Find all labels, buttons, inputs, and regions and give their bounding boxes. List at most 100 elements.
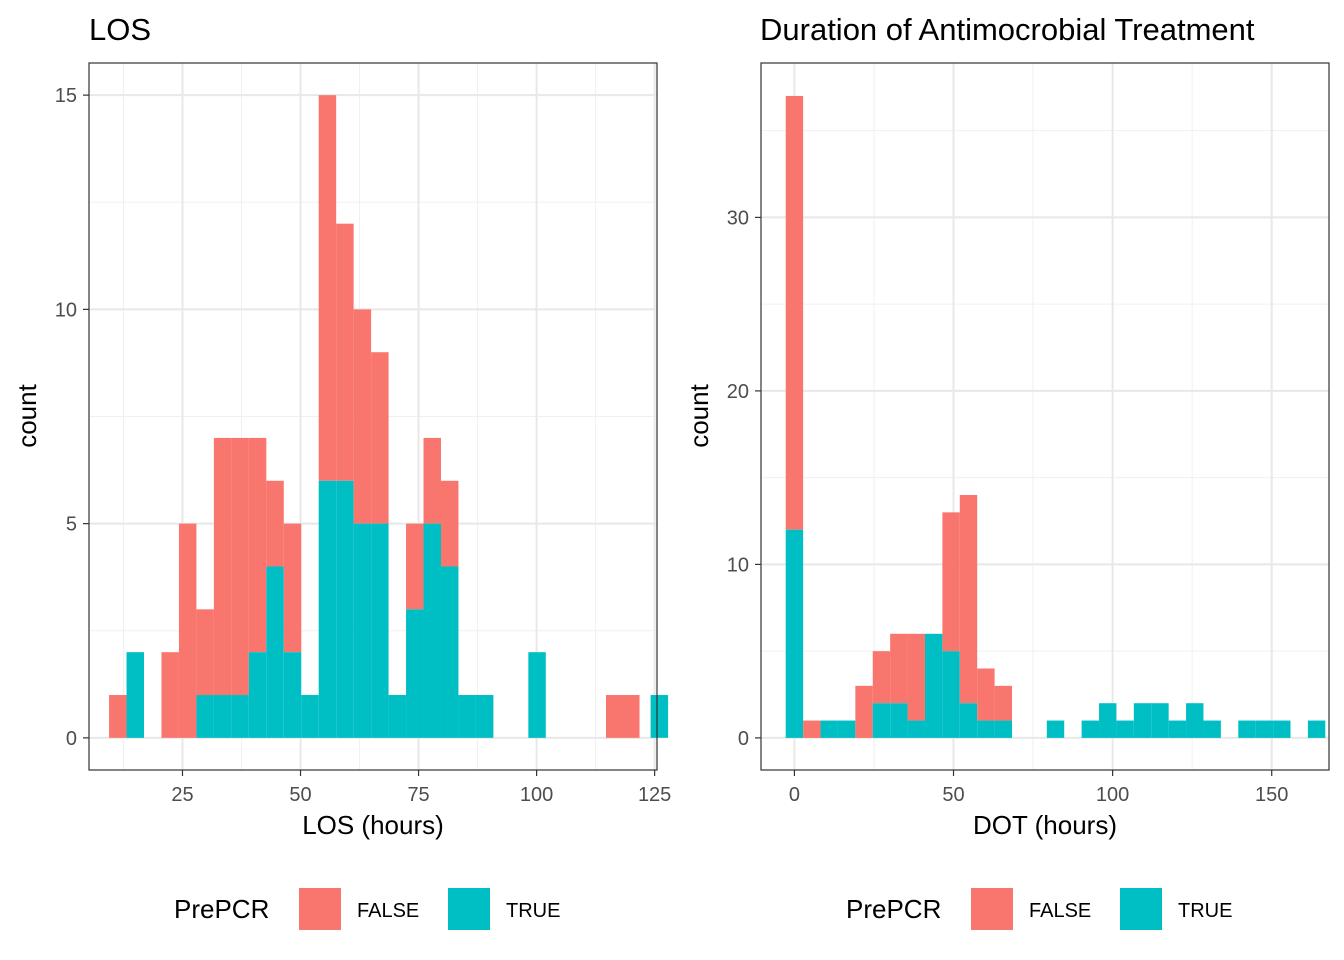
dot-bar-false [977, 668, 995, 721]
dot-bar-true [872, 703, 891, 738]
los-legend: PrePCR FALSE TRUE [174, 888, 560, 930]
los-plot-border [88, 62, 658, 771]
los-y-axis-title: count [12, 383, 42, 447]
dot-bar-true [942, 651, 960, 738]
los-bar-true [650, 695, 669, 738]
los-y-tick-label: 0 [66, 728, 77, 750]
los-bar-false [196, 609, 214, 696]
los-y-tick-label: 15 [55, 85, 77, 107]
dot-y-tick-label: 10 [727, 554, 749, 576]
dot-bar-true [1255, 720, 1274, 738]
dot-y-axis-title: count [684, 383, 714, 447]
dot-bar-true [1081, 720, 1100, 738]
los-bar-true [318, 480, 337, 738]
dot-x-tick-label: 50 [942, 784, 964, 806]
los-legend-key-false [299, 888, 341, 930]
los-bar-false [178, 523, 197, 738]
dot-bar-true [907, 720, 925, 738]
los-bar-true [336, 480, 354, 738]
los-bar-true [458, 695, 476, 738]
los-bar-true [475, 695, 494, 738]
dot-x-tick-label: 0 [789, 784, 800, 806]
los-bar-false [406, 523, 424, 610]
los-x-tick-label: 25 [171, 784, 193, 806]
los-bar-false [161, 652, 179, 738]
los-bar-false [318, 95, 337, 481]
los-legend-label-false: FALSE [357, 900, 419, 922]
los-bar-true [266, 566, 284, 738]
los-legend-title: PrePCR [174, 894, 269, 924]
dot-bar-true [977, 720, 995, 738]
dot-bar-true [1168, 720, 1187, 738]
los-bar-false [371, 352, 389, 524]
los-bar-true [213, 695, 232, 738]
los-y-tick-label: 5 [66, 514, 77, 536]
dot-bar-false [959, 495, 978, 704]
dot-legend: PrePCR FALSE TRUE [846, 888, 1232, 930]
los-legend-key-true [448, 888, 490, 930]
dot-x-axis-title: DOT (hours) [973, 810, 1117, 840]
dot-bar-false [994, 685, 1013, 721]
dot-bar-true [1273, 720, 1291, 738]
dot-bar-true [837, 720, 856, 738]
dot-bar-true [959, 703, 978, 738]
los-bar-false [423, 437, 441, 524]
los-bar-false [248, 437, 267, 653]
los-y-tick-label: 10 [55, 299, 77, 321]
los-title: LOS [89, 12, 151, 47]
los-bar-false [336, 223, 354, 481]
dot-legend-label-true: TRUE [1178, 900, 1232, 922]
dot-legend-label-false: FALSE [1029, 900, 1091, 922]
dot-y-tick-label: 30 [727, 207, 749, 229]
dot-x-tick-label: 100 [1096, 784, 1129, 806]
dot-grid [761, 63, 1329, 770]
dot-bar-true [1151, 703, 1169, 738]
dot-bar-true [1203, 720, 1221, 738]
dot-bar-true [994, 720, 1013, 738]
dot-bar-true [890, 703, 908, 738]
los-bar-false [213, 437, 232, 696]
los-bar-true [196, 695, 214, 738]
los-bars [109, 95, 669, 738]
los-legend-label-true: TRUE [506, 900, 560, 922]
dot-title: Duration of Antimocrobial Treatment [760, 12, 1255, 47]
los-bar-false [109, 695, 127, 738]
dot-bar-true [1116, 720, 1134, 738]
los-bar-false [266, 480, 284, 567]
los-x-tick-label: 75 [407, 784, 429, 806]
los-bar-true [248, 652, 267, 738]
dot-legend-key-false [971, 888, 1013, 930]
dot-x-tick-label: 150 [1255, 784, 1288, 806]
los-panel: LOS 25 50 75 100 125 0 5 10 15 LOS (hours) count [12, 12, 671, 840]
dot-panel: Duration of Antimocrobial Treatment 0 50 1… [684, 12, 1330, 840]
dot-bar-false [942, 512, 960, 652]
dot-bar-true [1307, 720, 1326, 738]
los-x-tick-label: 100 [520, 784, 553, 806]
los-bar-true [388, 695, 407, 738]
dot-legend-title: PrePCR [846, 894, 941, 924]
dot-bar-true [820, 720, 838, 738]
los-bar-true [126, 652, 145, 738]
dot-bar-true [1238, 720, 1256, 738]
los-bar-true [353, 523, 372, 738]
dot-bar-true [1133, 703, 1152, 738]
dot-panel-bg [761, 63, 1329, 770]
los-bar-true [423, 523, 441, 738]
dot-bar-false [907, 633, 925, 721]
los-ticks: 25 50 75 100 125 0 5 10 15 [55, 85, 672, 806]
dot-bar-false [855, 685, 873, 738]
dot-plot-border [760, 62, 1330, 771]
los-bar-false [440, 480, 459, 567]
los-bar-false [353, 309, 372, 524]
dot-bar-true [924, 633, 943, 738]
los-x-tick-label: 125 [638, 784, 671, 806]
los-bar-false [283, 523, 302, 653]
dot-bar-true [785, 529, 804, 738]
los-bar-true [406, 609, 424, 738]
los-bar-false [231, 437, 249, 696]
dot-legend-key-true [1120, 888, 1162, 930]
dot-y-tick-label: 0 [738, 728, 749, 750]
los-bar-true [301, 695, 319, 738]
dot-bar-false [785, 95, 804, 530]
